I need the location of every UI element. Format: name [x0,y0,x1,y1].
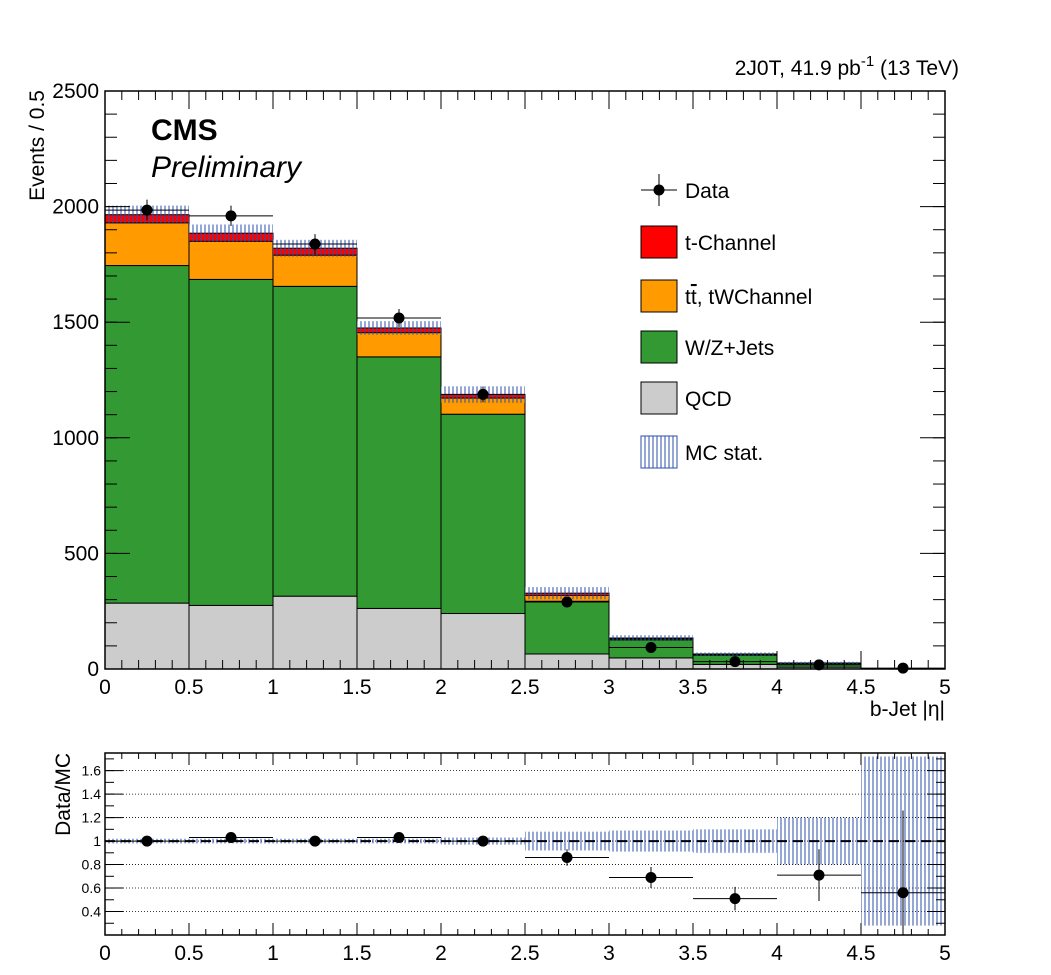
ratio-point-9 [898,887,909,898]
bar-qcd-1 [189,605,273,669]
data-point-3 [394,313,405,324]
legend-swatch-ttbar-tw [641,280,677,312]
bar-qcd-3 [357,608,441,669]
ratio-point-2 [310,836,321,847]
ratio-y-axis-title: Data/MC [52,753,75,836]
x-tick-label: 0 [99,676,111,699]
legend-label: W/Z+Jets [685,337,774,360]
cms-label: CMS [151,114,218,147]
mc-stat-hatch-7 [693,652,777,655]
x-tick-label: 1 [267,676,279,699]
ratio-x-tick-label: 2.5 [510,942,539,965]
ratio-y-tick-label: 1.2 [82,810,102,826]
x-tick-label: 3.5 [678,676,707,699]
ratio-x-tick-label: 0 [99,942,111,965]
data-point-4 [478,389,489,400]
ratio-point-0 [142,836,153,847]
bar-wz-jets-3 [357,357,441,609]
ratio-point-7 [730,893,741,904]
bar-wz-jets-0 [105,266,189,604]
y-tick-label: 2500 [52,80,99,103]
legend-marker-dot [654,185,665,196]
bar-ttbar-tw-1 [189,241,273,279]
x-tick-label: 0.5 [174,676,203,699]
x-tick-label: 2 [435,676,447,699]
legend-label: t-Channel [685,232,776,255]
ratio-y-tick-label: 1.4 [82,786,102,802]
mc-stat-hatch-6 [609,635,693,641]
bar-ttbar-tw-2 [273,255,357,286]
ratio-x-tick-label: 0.5 [174,942,203,965]
lumi-label: 2J0T, 41.9 pb-1 (13 TeV) [735,53,959,80]
legend-label: tt, tWChannel [685,286,812,309]
ratio-y-tick-label: 0.4 [82,904,102,920]
data-point-6 [646,642,657,653]
y-tick-label: 1000 [52,427,99,450]
ratio-y-tick-label: 0.8 [82,857,102,873]
bar-ttbar-tw-0 [105,223,189,266]
x-tick-label: 5 [939,676,951,699]
ratio-x-tick-label: 3 [603,942,615,965]
bar-qcd-6 [609,658,693,669]
preliminary-label: Preliminary [151,151,303,184]
legend-swatch-t-channel [641,226,677,258]
ratio-x-tick-label: 2 [435,942,447,965]
data-point-1 [226,210,237,221]
bar-wz-jets-5 [525,601,609,654]
bar-qcd-4 [441,614,525,669]
data-point-0 [142,205,153,216]
ratio-point-6 [646,872,657,883]
ratio-x-tick-label: 1.5 [342,942,371,965]
legend-label: Data [685,180,730,203]
ratio-x-tick-label: 1 [267,942,279,965]
ratio-point-1 [226,832,237,843]
legend-swatch-mc-stat [641,436,677,468]
stacked-histogram [105,215,945,669]
ratio-y-tick-label: 1 [93,833,101,849]
bar-qcd-0 [105,603,189,669]
y-tick-label: 2000 [52,196,99,219]
data-point-9 [898,663,909,674]
ratio-point-5 [562,852,573,863]
ratio-y-tick-label: 0.6 [82,880,102,896]
data-point-5 [562,596,573,607]
x-axis-title: b-Jet |η| [870,698,945,721]
legend-swatch-wz-jets [641,331,677,363]
ratio-point-3 [394,832,405,843]
bar-wz-jets-2 [273,286,357,596]
x-tick-label: 4 [771,676,783,699]
legend-swatch-qcd [641,382,677,414]
ratio-x-tick-label: 4 [771,942,783,965]
ratio-x-tick-label: 3.5 [678,942,707,965]
bar-ttbar-tw-3 [357,333,441,357]
x-tick-label: 4.5 [846,676,875,699]
ratio-plot-panel: 0.4 0.6 0.8 1 1.2 1.4 1.6 0 0.5 1 1.5 2 2.5 3 3.5 4 4.5 5 [82,753,951,965]
bar-qcd-2 [273,596,357,669]
legend-label: MC stat. [685,442,763,465]
data-point-2 [310,239,321,250]
bar-wz-jets-1 [189,279,273,605]
x-tick-label: 1.5 [342,676,371,699]
mc-stat-hatch-1 [189,224,273,241]
ratio-x-tick-label: 4.5 [846,942,875,965]
bar-wz-jets-4 [441,414,525,613]
y-axis-title: Events / 0.5 [26,90,49,201]
legend: Data t-Channel tt, tWChannel W/Z+Jets QCD MC … [641,174,812,468]
x-tick-label: 3 [603,676,615,699]
y-tick-label: 1500 [52,311,99,334]
ratio-point-4 [478,836,489,847]
ratio-x-tick-label: 5 [939,942,951,965]
y-tick-label: 500 [64,542,99,565]
data-point-7 [730,656,741,667]
ratio-point-8 [814,870,825,881]
x-tick-label: 2.5 [510,676,539,699]
y-tick-label: 0 [87,658,99,681]
legend-label: QCD [685,388,732,411]
bar-qcd-5 [525,654,609,669]
ratio-y-tick-label: 1.6 [82,763,102,779]
